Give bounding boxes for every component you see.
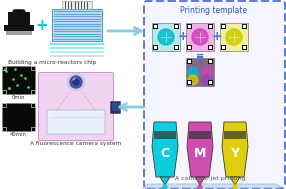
Text: =: = bbox=[196, 51, 204, 61]
Bar bbox=[154, 46, 157, 49]
Circle shape bbox=[67, 73, 85, 91]
FancyBboxPatch shape bbox=[39, 73, 114, 140]
Bar bbox=[112, 103, 120, 111]
Polygon shape bbox=[160, 177, 170, 185]
Bar bbox=[8, 12, 30, 26]
Text: =: = bbox=[196, 54, 204, 64]
Bar bbox=[186, 45, 192, 50]
Bar bbox=[186, 58, 214, 86]
Bar bbox=[243, 25, 246, 28]
Bar bbox=[152, 45, 158, 50]
Bar bbox=[62, 1, 92, 9]
Bar bbox=[208, 80, 213, 85]
Bar bbox=[188, 60, 191, 63]
Circle shape bbox=[158, 29, 174, 45]
Polygon shape bbox=[195, 177, 205, 185]
Bar bbox=[50, 50, 104, 53]
Circle shape bbox=[70, 76, 82, 88]
Bar bbox=[174, 45, 179, 50]
Bar bbox=[186, 24, 192, 29]
Bar bbox=[50, 43, 104, 45]
Bar bbox=[186, 59, 192, 64]
Bar bbox=[174, 24, 179, 29]
Polygon shape bbox=[152, 122, 178, 177]
Bar bbox=[152, 24, 158, 29]
Bar bbox=[2, 103, 5, 107]
Bar bbox=[175, 46, 178, 49]
Text: 0min: 0min bbox=[12, 95, 25, 100]
Circle shape bbox=[233, 185, 237, 189]
Polygon shape bbox=[142, 184, 282, 188]
Bar bbox=[52, 9, 102, 41]
Polygon shape bbox=[222, 122, 248, 177]
Text: +: + bbox=[178, 29, 188, 43]
Circle shape bbox=[226, 29, 242, 45]
Bar bbox=[222, 25, 225, 28]
Circle shape bbox=[192, 29, 208, 45]
Text: M: M bbox=[194, 147, 206, 160]
Bar bbox=[189, 131, 211, 139]
Bar bbox=[50, 55, 104, 57]
Text: Printing template: Printing template bbox=[180, 6, 248, 15]
Bar bbox=[209, 60, 212, 63]
Circle shape bbox=[188, 75, 198, 85]
Bar bbox=[31, 103, 35, 107]
Text: A fluorescence camera system: A fluorescence camera system bbox=[30, 141, 122, 146]
Bar bbox=[110, 101, 120, 113]
Text: Building a micro-reactors chip: Building a micro-reactors chip bbox=[8, 60, 96, 65]
Text: +: + bbox=[36, 19, 48, 33]
Bar bbox=[31, 91, 35, 94]
Bar bbox=[4, 25, 34, 31]
Bar bbox=[2, 66, 35, 94]
Text: C: C bbox=[160, 147, 170, 160]
Circle shape bbox=[202, 67, 212, 77]
Text: 40min: 40min bbox=[10, 132, 27, 137]
Bar bbox=[2, 91, 5, 94]
Bar bbox=[209, 81, 212, 84]
FancyBboxPatch shape bbox=[47, 110, 105, 134]
Bar bbox=[188, 81, 191, 84]
Text: +: + bbox=[212, 29, 222, 43]
Bar bbox=[188, 25, 191, 28]
Bar bbox=[2, 103, 35, 131]
Circle shape bbox=[198, 185, 202, 189]
Text: Y: Y bbox=[231, 147, 239, 160]
Circle shape bbox=[163, 185, 167, 189]
Bar bbox=[208, 45, 213, 50]
Polygon shape bbox=[187, 122, 213, 177]
Bar bbox=[31, 66, 35, 70]
Bar bbox=[154, 25, 157, 28]
Bar bbox=[242, 45, 247, 50]
Bar bbox=[208, 24, 213, 29]
Bar bbox=[209, 25, 212, 28]
Bar bbox=[243, 46, 246, 49]
Circle shape bbox=[73, 79, 79, 85]
Bar bbox=[220, 23, 248, 51]
Circle shape bbox=[188, 67, 198, 77]
Bar bbox=[221, 45, 226, 50]
Bar bbox=[222, 46, 225, 49]
Bar bbox=[224, 131, 246, 139]
Bar bbox=[221, 24, 226, 29]
Bar bbox=[209, 46, 212, 49]
Bar bbox=[2, 66, 5, 70]
Bar bbox=[188, 46, 191, 49]
FancyBboxPatch shape bbox=[144, 1, 285, 188]
Bar bbox=[175, 25, 178, 28]
Bar bbox=[6, 31, 32, 35]
Bar bbox=[186, 80, 192, 85]
Bar bbox=[31, 127, 35, 131]
Bar bbox=[2, 127, 5, 131]
Bar bbox=[186, 23, 214, 51]
Bar bbox=[50, 46, 104, 49]
Circle shape bbox=[202, 75, 212, 85]
Text: A color ink-jet printing: A color ink-jet printing bbox=[175, 176, 245, 181]
Bar bbox=[242, 24, 247, 29]
Polygon shape bbox=[230, 177, 240, 185]
Bar bbox=[208, 59, 213, 64]
Bar bbox=[154, 131, 176, 139]
Bar bbox=[152, 23, 180, 51]
